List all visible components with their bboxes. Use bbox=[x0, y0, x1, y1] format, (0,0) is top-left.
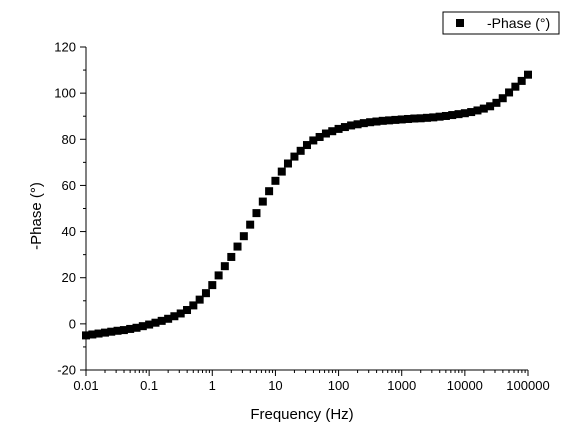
data-points bbox=[82, 70, 532, 340]
data-point bbox=[473, 106, 482, 115]
data-point bbox=[366, 118, 375, 127]
data-point bbox=[170, 312, 179, 321]
x-axis-title: Frequency (Hz) bbox=[250, 406, 353, 423]
data-point bbox=[208, 281, 217, 290]
data-point bbox=[328, 127, 337, 136]
y-tick-label: 0 bbox=[69, 316, 76, 331]
data-point bbox=[435, 112, 444, 121]
data-point bbox=[94, 329, 103, 338]
y-tick-label: -20 bbox=[57, 363, 76, 378]
y-axis-title: -Phase (°) bbox=[28, 182, 45, 250]
data-point bbox=[422, 113, 431, 122]
data-point bbox=[347, 121, 356, 130]
data-point bbox=[448, 111, 457, 120]
data-point bbox=[404, 114, 413, 123]
data-point bbox=[252, 209, 261, 218]
data-point bbox=[183, 306, 192, 315]
data-point bbox=[107, 327, 116, 336]
data-point bbox=[277, 167, 286, 176]
x-tick-label: 10 bbox=[268, 378, 282, 393]
data-point bbox=[524, 70, 532, 79]
x-tick-label: 0.01 bbox=[73, 378, 98, 393]
data-point bbox=[460, 109, 469, 118]
legend-box bbox=[442, 11, 560, 35]
data-point bbox=[353, 120, 362, 129]
y-tick-label: 60 bbox=[62, 178, 76, 193]
data-point bbox=[454, 110, 463, 119]
data-point bbox=[258, 197, 267, 206]
x-tick-label: 100 bbox=[328, 378, 350, 393]
data-point bbox=[82, 331, 90, 340]
x-tick-label: 1 bbox=[209, 378, 216, 393]
data-point bbox=[246, 220, 255, 229]
data-point bbox=[492, 98, 501, 107]
data-point bbox=[132, 323, 141, 332]
data-point bbox=[88, 330, 97, 339]
x-tick-label: 1000 bbox=[387, 378, 416, 393]
data-point bbox=[119, 326, 128, 335]
data-point bbox=[214, 271, 223, 280]
data-point bbox=[391, 115, 400, 124]
data-point bbox=[340, 123, 349, 132]
data-point bbox=[176, 309, 185, 318]
data-point bbox=[227, 252, 236, 261]
data-point bbox=[101, 328, 110, 337]
data-point bbox=[201, 289, 210, 298]
data-point bbox=[309, 136, 318, 145]
data-point bbox=[233, 242, 242, 251]
data-point bbox=[290, 152, 299, 161]
data-point bbox=[359, 119, 368, 128]
data-point bbox=[429, 113, 438, 122]
data-point bbox=[113, 326, 122, 335]
data-point bbox=[189, 301, 198, 310]
data-point bbox=[296, 146, 305, 155]
data-point bbox=[385, 116, 394, 125]
y-tick-label: 80 bbox=[62, 132, 76, 147]
data-point bbox=[486, 102, 495, 111]
data-point bbox=[378, 116, 387, 125]
data-point bbox=[511, 82, 520, 91]
data-point bbox=[302, 141, 311, 150]
data-point bbox=[410, 114, 419, 123]
data-point bbox=[283, 159, 292, 168]
data-point bbox=[372, 117, 381, 126]
ticks: 0.01 0.1 1 10 100 1000 10000 100000 -20 0 20 40 60 80… bbox=[54, 40, 549, 394]
legend: -Phase (°) bbox=[442, 11, 560, 35]
y-tick-label: 120 bbox=[54, 40, 76, 55]
data-point bbox=[145, 320, 154, 329]
data-point bbox=[195, 295, 204, 304]
data-point bbox=[505, 88, 514, 97]
data-point bbox=[498, 94, 507, 103]
x-tick-label: 100000 bbox=[506, 378, 549, 393]
data-point bbox=[397, 115, 406, 124]
data-point bbox=[157, 316, 166, 325]
data-point bbox=[151, 318, 160, 327]
data-point bbox=[239, 232, 248, 241]
data-point bbox=[265, 187, 274, 196]
data-point bbox=[220, 262, 229, 271]
legend-marker bbox=[456, 19, 464, 27]
data-point bbox=[517, 76, 526, 85]
data-point bbox=[467, 108, 476, 117]
y-tick-label: 40 bbox=[62, 224, 76, 239]
data-point bbox=[138, 322, 147, 331]
data-point bbox=[164, 314, 173, 323]
data-point bbox=[479, 104, 488, 113]
data-point bbox=[315, 132, 324, 141]
x-tick-label: 0.1 bbox=[140, 378, 158, 393]
data-point bbox=[441, 111, 450, 120]
data-point bbox=[334, 124, 343, 133]
y-tick-label: 100 bbox=[54, 86, 76, 101]
data-point bbox=[416, 114, 425, 123]
data-point bbox=[126, 324, 135, 333]
y-tick-label: 20 bbox=[62, 270, 76, 285]
legend-label: -Phase (°) bbox=[487, 15, 550, 31]
data-point bbox=[321, 129, 330, 138]
data-point bbox=[271, 176, 280, 185]
x-tick-label: 10000 bbox=[447, 378, 483, 393]
